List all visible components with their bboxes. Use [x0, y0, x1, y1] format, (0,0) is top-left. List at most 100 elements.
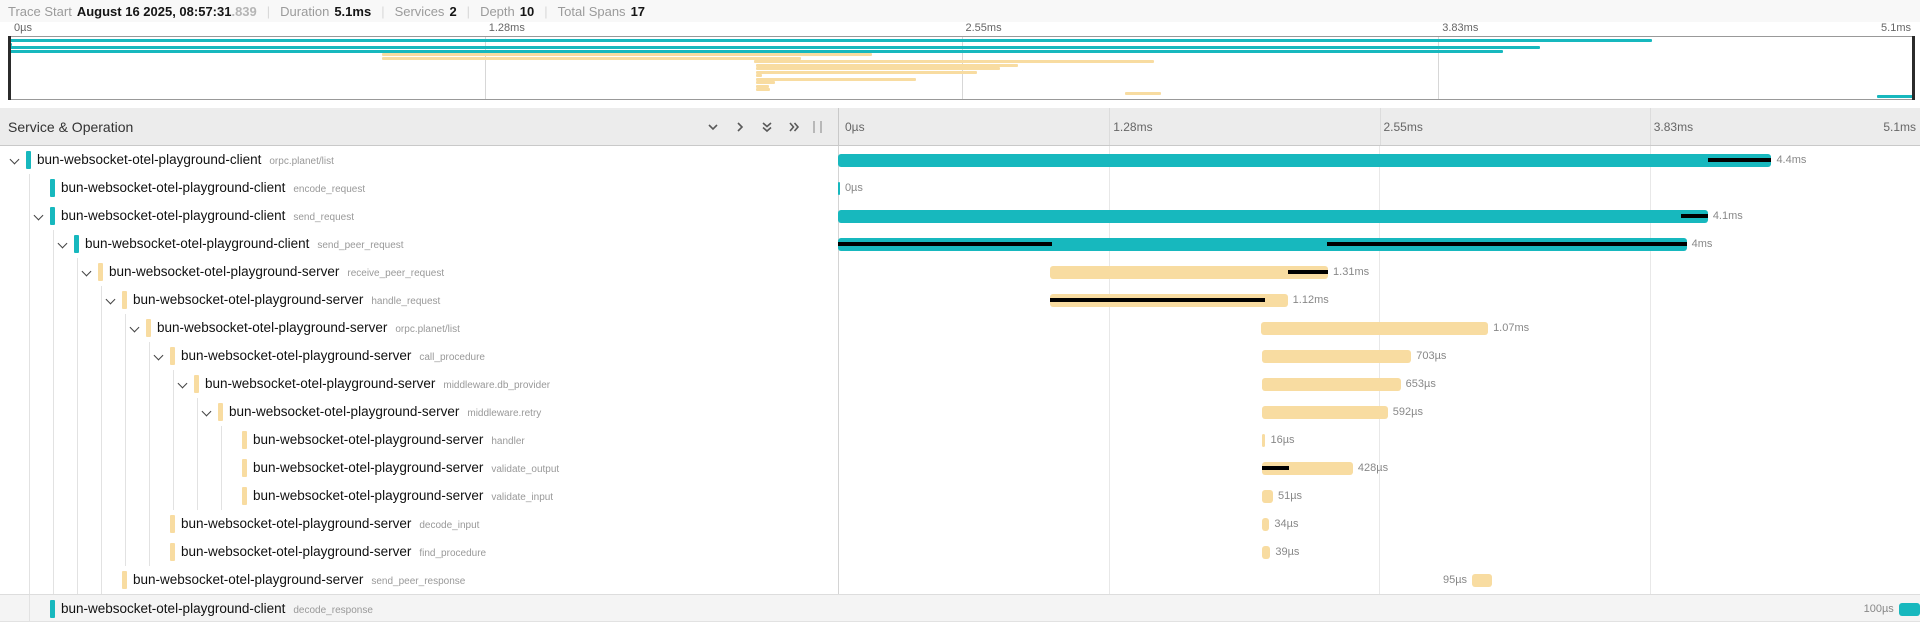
tree-indent-guide [77, 258, 78, 286]
span-name-cell[interactable]: bun-websocket-otel-playground-client deco… [0, 595, 838, 621]
span-name-cell[interactable]: bun-websocket-otel-playground-server rece… [0, 258, 838, 286]
service-name: bun-websocket-otel-playground-client enco… [61, 180, 366, 195]
span-duration-label: 428µs [1357, 462, 1389, 474]
span-name-cell[interactable]: bun-websocket-otel-playground-server vali… [0, 454, 838, 482]
span-name-cell[interactable]: bun-websocket-otel-playground-client orpc… [0, 146, 838, 174]
span-name-cell[interactable]: bun-websocket-otel-playground-server hand… [0, 426, 838, 454]
span-row[interactable]: bun-websocket-otel-playground-server vali… [0, 482, 1920, 510]
span-row[interactable]: bun-websocket-otel-playground-server hand… [0, 426, 1920, 454]
span-timeline-cell[interactable]: 39µs [838, 538, 1920, 566]
span-row[interactable]: bun-websocket-otel-playground-server rece… [0, 258, 1920, 286]
chevron-down-icon[interactable] [33, 210, 44, 221]
span-name-cell[interactable]: bun-websocket-otel-playground-server send… [0, 566, 838, 594]
span-bar[interactable] [1262, 462, 1353, 475]
span-timeline-cell[interactable]: 51µs [838, 482, 1920, 510]
span-timeline-cell[interactable]: 4.1ms [838, 202, 1920, 230]
span-bar[interactable] [1262, 546, 1271, 559]
span-timeline-cell[interactable]: 592µs [838, 398, 1920, 426]
span-bar[interactable] [1261, 322, 1489, 335]
minimap-left-drag-handle[interactable] [8, 36, 11, 100]
span-timeline-cell[interactable]: 703µs [838, 342, 1920, 370]
span-name-cell[interactable]: bun-websocket-otel-playground-server call… [0, 342, 838, 370]
span-name-cell[interactable]: bun-websocket-otel-playground-server vali… [0, 482, 838, 510]
collapse-deep-icon[interactable] [759, 119, 775, 135]
chevron-down-icon[interactable] [105, 294, 116, 305]
expand-one-icon[interactable] [732, 119, 748, 135]
span-row[interactable]: bun-websocket-otel-playground-client send… [0, 202, 1920, 230]
span-bar[interactable] [1472, 574, 1493, 587]
span-name-cell[interactable]: bun-websocket-otel-playground-server orpc… [0, 314, 838, 342]
span-timeline-cell[interactable]: 34µs [838, 510, 1920, 538]
timeline-minimap[interactable] [8, 36, 1915, 100]
tree-indent-guide [125, 398, 126, 426]
span-bar[interactable] [838, 238, 1687, 251]
chevron-down-icon[interactable] [153, 350, 164, 361]
span-bar[interactable] [1262, 518, 1270, 531]
tree-indent-guide [101, 398, 102, 426]
span-row[interactable]: bun-websocket-otel-playground-server hand… [0, 286, 1920, 314]
span-bar[interactable] [838, 210, 1708, 223]
minimap-right-drag-handle[interactable] [1912, 36, 1915, 100]
span-timeline-cell[interactable]: 1.31ms [838, 258, 1920, 286]
span-name-cell[interactable]: bun-websocket-otel-playground-client send… [0, 230, 838, 258]
chevron-down-icon[interactable] [57, 238, 68, 249]
span-row[interactable]: bun-websocket-otel-playground-client deco… [0, 594, 1920, 622]
span-row[interactable]: bun-websocket-otel-playground-server find… [0, 538, 1920, 566]
service-operation-header: Service & Operation [0, 108, 838, 145]
span-row[interactable]: bun-websocket-otel-playground-client orpc… [0, 146, 1920, 174]
span-bar[interactable] [838, 154, 1772, 167]
span-timeline-cell[interactable]: 16µs [838, 426, 1920, 454]
span-timeline-cell[interactable]: 95µs [838, 566, 1920, 594]
span-name-cell[interactable]: bun-websocket-otel-playground-server midd… [0, 398, 838, 426]
span-row[interactable]: bun-websocket-otel-playground-server vali… [0, 454, 1920, 482]
span-timeline-cell[interactable]: 428µs [838, 454, 1920, 482]
span-name-cell[interactable]: bun-websocket-otel-playground-client send… [0, 202, 838, 230]
operation-name: send_request [293, 212, 354, 223]
collapse-all-icon[interactable] [705, 119, 721, 135]
span-timeline-cell[interactable]: 1.07ms [838, 314, 1920, 342]
chevron-down-icon[interactable] [81, 266, 92, 277]
span-name-cell[interactable]: bun-websocket-otel-playground-server deco… [0, 510, 838, 538]
span-bar[interactable] [1262, 406, 1388, 419]
span-timeline-cell[interactable]: 653µs [838, 370, 1920, 398]
tree-indent-guide [53, 258, 54, 286]
stat-label: Duration [280, 3, 330, 19]
minimap-grid-line [485, 37, 487, 99]
chevron-down-icon[interactable] [201, 406, 212, 417]
span-bar[interactable] [1898, 603, 1920, 616]
expand-all-icon[interactable] [786, 119, 802, 135]
span-row[interactable]: bun-websocket-otel-playground-server send… [0, 566, 1920, 594]
span-timeline-cell[interactable]: 0µs [838, 174, 1920, 202]
span-timeline-cell[interactable]: 100µs [838, 595, 1920, 621]
span-row[interactable]: bun-websocket-otel-playground-server orpc… [0, 314, 1920, 342]
span-duration-label: 592µs [1392, 406, 1423, 418]
span-row[interactable]: bun-websocket-otel-playground-server midd… [0, 398, 1920, 426]
chevron-down-icon[interactable] [129, 322, 140, 333]
span-bar[interactable] [1262, 378, 1401, 391]
chevron-down-icon[interactable] [177, 378, 188, 389]
column-resizer-handle[interactable] [813, 120, 822, 133]
span-bar[interactable] [1262, 350, 1412, 363]
span-bar[interactable] [1050, 266, 1329, 279]
service-name: bun-websocket-otel-playground-server deco… [181, 516, 480, 531]
span-name-cell[interactable]: bun-websocket-otel-playground-server midd… [0, 370, 838, 398]
service-color-bar [26, 151, 31, 169]
minimap-span-bar [1125, 91, 1161, 95]
span-bar[interactable] [1262, 434, 1266, 447]
chevron-down-icon[interactable] [9, 154, 20, 165]
span-name-cell[interactable]: bun-websocket-otel-playground-client enco… [0, 174, 838, 202]
span-row[interactable]: bun-websocket-otel-playground-server call… [0, 342, 1920, 370]
span-name-cell[interactable]: bun-websocket-otel-playground-server hand… [0, 286, 838, 314]
span-name-cell[interactable]: bun-websocket-otel-playground-server find… [0, 538, 838, 566]
span-bar[interactable] [838, 182, 840, 195]
span-row[interactable]: bun-websocket-otel-playground-client enco… [0, 174, 1920, 202]
span-bar[interactable] [1262, 490, 1273, 503]
span-timeline-cell[interactable]: 1.12ms [838, 286, 1920, 314]
service-name: bun-websocket-otel-playground-server send… [133, 572, 466, 587]
span-row[interactable]: bun-websocket-otel-playground-client send… [0, 230, 1920, 258]
span-row[interactable]: bun-websocket-otel-playground-server midd… [0, 370, 1920, 398]
span-row[interactable]: bun-websocket-otel-playground-server deco… [0, 510, 1920, 538]
span-timeline-cell[interactable]: 4.4ms [838, 146, 1920, 174]
span-timeline-cell[interactable]: 4ms [838, 230, 1920, 258]
